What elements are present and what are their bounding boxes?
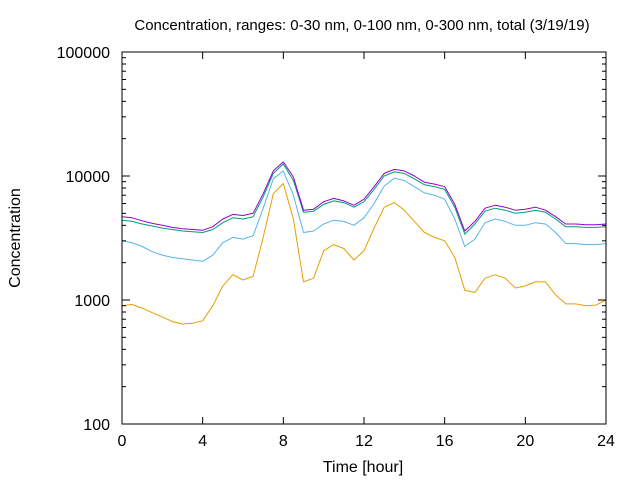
x-tick-label: 24 — [597, 433, 615, 450]
chart-title: Concentration, ranges: 0-30 nm, 0-100 nm… — [134, 17, 589, 34]
y-tick-label: 1000 — [74, 293, 110, 310]
plot-frame — [121, 51, 607, 425]
x-tick-label: 0 — [118, 433, 127, 450]
x-tick-label: 12 — [355, 433, 373, 450]
y-tick-label: 100000 — [57, 45, 110, 62]
series-layer — [121, 161, 607, 325]
x-tick-label: 8 — [279, 433, 288, 450]
x-tick-label: 16 — [436, 433, 454, 450]
tick-layer: 0 4 8 12 16 20 24 100 1000 10000 100000 — [57, 45, 615, 450]
series-line-1 — [121, 183, 607, 325]
y-axis-title: Concentration — [7, 188, 24, 288]
y-tick-label: 10000 — [66, 169, 111, 186]
series-line-4 — [121, 161, 607, 232]
series-line-2 — [121, 170, 607, 262]
x-tick-label: 20 — [516, 433, 534, 450]
x-axis-title: Time [hour] — [323, 459, 403, 476]
series-line-3 — [121, 163, 607, 235]
x-tick-label: 4 — [198, 433, 207, 450]
y-tick-label: 100 — [83, 417, 110, 434]
